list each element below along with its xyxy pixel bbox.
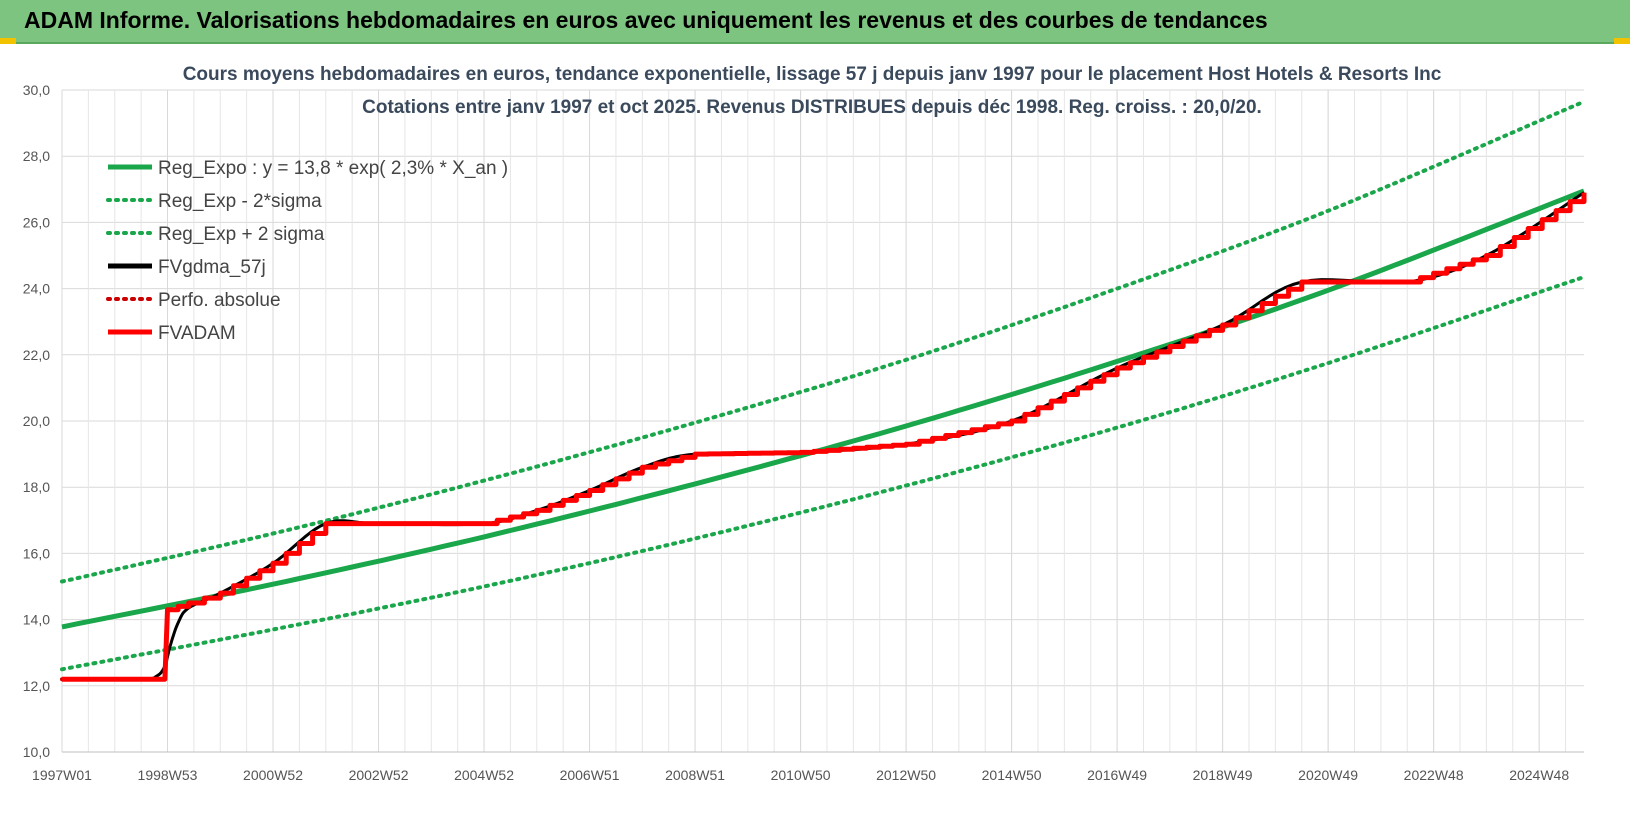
chart-title: Cours moyens hebdomadaires en euros, ten… <box>183 64 1442 85</box>
legend-label: FVgdma_57j <box>158 257 266 278</box>
legend-label: FVADAM <box>158 323 236 344</box>
y-tick-label: 20,0 <box>23 413 50 429</box>
y-tick-label: 14,0 <box>23 612 50 628</box>
x-tick-label: 2018W49 <box>1193 767 1253 783</box>
legend-label: Reg_Exp - 2*sigma <box>158 191 322 212</box>
y-tick-label: 30,0 <box>23 82 50 98</box>
y-tick-label: 10,0 <box>23 744 50 760</box>
axes: 10,0 12,0 14,0 16,0 18,0 20,0 22,0 24,0 26,0 28,0… <box>23 82 1584 783</box>
series-line-2 <box>60 99 1586 584</box>
page-title: ADAM Informe. Valorisations hebdomadaire… <box>24 7 1268 33</box>
x-tick-label: 2014W50 <box>982 767 1042 783</box>
x-tick-label: 2010W50 <box>771 767 831 783</box>
y-tick-label: 18,0 <box>23 479 50 495</box>
line-chart: 10,0 12,0 14,0 16,0 18,0 20,0 22,0 24,0 26,0 28,0… <box>23 64 1587 783</box>
y-tick-label: 26,0 <box>23 214 50 230</box>
y-tick-label: 16,0 <box>23 545 50 561</box>
x-tick-label: 2024W48 <box>1509 767 1569 783</box>
x-tick-label: 2012W50 <box>876 767 936 783</box>
header-bar: ADAM Informe. Valorisations hebdomadaire… <box>0 0 1630 44</box>
series-layer <box>60 99 1587 682</box>
x-tick-label: 2004W52 <box>454 767 514 783</box>
y-tick-label: 28,0 <box>23 148 50 164</box>
x-tick-label: 1998W53 <box>138 767 198 783</box>
x-tick-label: 2000W52 <box>243 767 303 783</box>
legend-label: Reg_Expo : y = 13,8 * exp( 2,3% * X_an ) <box>158 158 508 179</box>
y-tick-label: 24,0 <box>23 281 50 297</box>
x-tick-label: 2008W51 <box>665 767 725 783</box>
series-line-3 <box>62 191 1585 681</box>
x-tick-label: 1997W01 <box>32 767 92 783</box>
x-tick-label: 2016W49 <box>1087 767 1147 783</box>
x-tick-label: 2020W49 <box>1298 767 1358 783</box>
grid <box>61 89 1584 753</box>
chart-subtitle: Cotations entre janv 1997 et oct 2025. R… <box>362 97 1262 118</box>
legend-label: Reg_Exp + 2 sigma <box>158 224 325 245</box>
series-line-1 <box>60 275 1586 672</box>
y-tick-label: 22,0 <box>23 347 50 363</box>
legend-label: Perfo. absolue <box>158 290 281 311</box>
corner-mark-left <box>0 38 16 44</box>
x-tick-label: 2006W51 <box>560 767 620 783</box>
x-tick-label: 2002W52 <box>349 767 409 783</box>
corner-mark-right <box>1614 38 1630 44</box>
y-tick-label: 12,0 <box>23 678 50 694</box>
legend: Reg_Expo : y = 13,8 * exp( 2,3% * X_an )… <box>106 158 508 344</box>
x-tick-label: 2022W48 <box>1404 767 1464 783</box>
series-line-5 <box>62 192 1587 682</box>
series-line-0 <box>61 188 1585 630</box>
series-line-4 <box>60 190 1586 682</box>
